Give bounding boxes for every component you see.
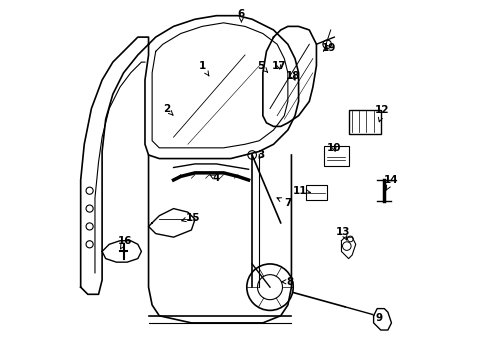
Text: 6: 6 bbox=[238, 9, 245, 22]
FancyBboxPatch shape bbox=[323, 146, 348, 166]
Text: 8: 8 bbox=[282, 277, 294, 287]
Text: 7: 7 bbox=[277, 198, 292, 208]
FancyBboxPatch shape bbox=[348, 111, 381, 134]
Text: 5: 5 bbox=[257, 61, 268, 72]
Text: 17: 17 bbox=[271, 61, 286, 71]
Text: 2: 2 bbox=[163, 104, 173, 115]
Polygon shape bbox=[373, 309, 392, 330]
Text: 12: 12 bbox=[375, 105, 390, 122]
Text: 15: 15 bbox=[182, 212, 200, 222]
Text: 3: 3 bbox=[257, 150, 265, 160]
FancyBboxPatch shape bbox=[306, 185, 327, 200]
Text: 10: 10 bbox=[327, 143, 342, 153]
Text: 18: 18 bbox=[286, 71, 300, 81]
Text: 4: 4 bbox=[210, 173, 220, 183]
Text: 13: 13 bbox=[336, 227, 350, 240]
Text: 11: 11 bbox=[293, 186, 311, 196]
Text: 9: 9 bbox=[375, 312, 383, 323]
Text: 1: 1 bbox=[198, 61, 209, 76]
Text: 14: 14 bbox=[384, 175, 399, 190]
Text: 16: 16 bbox=[118, 236, 133, 249]
Text: 19: 19 bbox=[322, 43, 336, 53]
